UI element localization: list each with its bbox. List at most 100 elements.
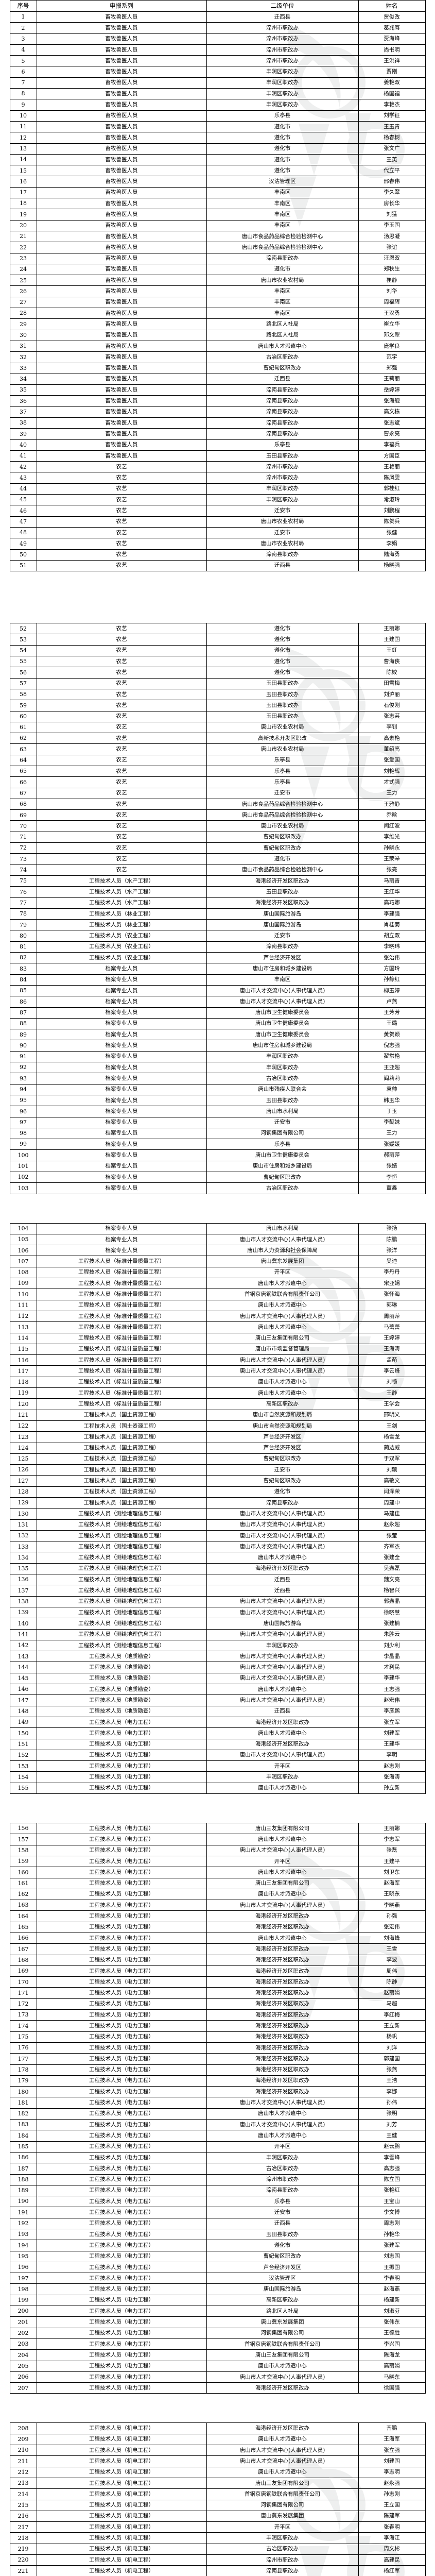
table-row[interactable]: 196 工程技术人员（电力工程） 芦台经济开发区 王振国 — [9, 2261, 426, 2274]
table-row[interactable]: 188 工程技术人员（电力工程） 滦州市职改办 陈立国 — [9, 2174, 426, 2185]
table-row[interactable]: 66 农艺 乐亭县 才式强 — [9, 776, 426, 788]
table-row[interactable]: 58 农艺 玉田县职改办 刘沪丽 — [9, 688, 426, 701]
table-row[interactable]: 43 农艺 滦州市职改办 陈凤雯 — [9, 472, 426, 484]
table-row[interactable]: 74 农艺 唐山市食品药品综合检验检测中心 张亮 — [9, 864, 426, 876]
table-row[interactable]: 152 工程技术人员（电力工程） 唐山市人才交流中心(人事代理人员) 李明 — [9, 1749, 426, 1761]
table-row[interactable]: 161 工程技术人员（电力工程） 唐山三友集团有限公司 赵海军 — [9, 1877, 426, 1889]
table-row[interactable]: 2 畜牧兽医人员 滦州市职改办 葛兆骞 — [9, 22, 426, 34]
table-row[interactable]: 157 工程技术人员（电力工程） 唐山市人才派遣中心 李志军 — [9, 1834, 426, 1845]
table-row[interactable]: 88 档案专业人员 唐山市卫生健康委员会 王璐 — [9, 1018, 426, 1030]
table-row[interactable]: 173 工程技术人员（电力工程） 海港经济开发区职改办 李红梅 — [9, 2009, 426, 2021]
table-row[interactable]: 77 工程技术人员（水产工程） 海港经济开发区职改办 高巧娜 — [9, 897, 426, 909]
table-row[interactable]: 8 畜牧兽医人员 丰润区职改办 杨国福 — [9, 88, 426, 100]
table-row[interactable]: 134 工程技术人员（测绘地理信息工程） 唐山市人才派遣中心 张建全 — [9, 1552, 426, 1564]
table-row[interactable]: 136 工程技术人员（测绘地理信息工程） 迁西县 魏文亮 — [9, 1574, 426, 1586]
table-row[interactable]: 93 档案专业人员 古冶区职改办 阎莉莉 — [9, 1073, 426, 1084]
table-row[interactable]: 7 畜牧兽医人员 丰润区职改办 姜艳双 — [9, 77, 426, 89]
table-row[interactable]: 56 农艺 遵化市 陈姣 — [9, 667, 426, 679]
table-row[interactable]: 29 畜牧兽医人员 路北区人社局 崔立华 — [9, 318, 426, 330]
table-row[interactable]: 113 工程技术人员（标准计量质量工程） 唐山市人才派遣中心 马蕾蕾 — [9, 1321, 426, 1333]
table-row[interactable]: 185 工程技术人员（电力工程） 开平区 赵云鹏 — [9, 2141, 426, 2153]
table-row[interactable]: 89 档案专业人员 唐山市卫生健康委员会 黄贺颖 — [9, 1029, 426, 1041]
table-row[interactable]: 4 畜牧兽医人员 滦州市职改办 尚书明 — [9, 44, 426, 56]
table-row[interactable]: 129 工程技术人员（国土资源工程） 滦南县职改办 周建中 — [9, 1497, 426, 1509]
table-row[interactable]: 128 工程技术人员（国土资源工程） 遵化市 闫泽荣 — [9, 1486, 426, 1498]
table-row[interactable]: 209 工程技术人员（机电工程） 唐山市人才派遣中心 王海军 — [9, 2433, 426, 2446]
table-row[interactable]: 25 畜牧兽医人员 唐山市农业农村局 崔静 — [9, 275, 426, 286]
table-row[interactable]: 131 工程技术人员（测绘地理信息工程） 唐山市人才交流中心(人事代理人员) 赵永超 — [9, 1519, 426, 1531]
table-row[interactable]: 35 畜牧兽医人员 滦南县职改办 岳婷婷 — [9, 384, 426, 396]
table-row[interactable]: 149 工程技术人员（电力工程） 海港经济开发区职改办 张立军 — [9, 1716, 426, 1728]
table-row[interactable]: 15 畜牧兽医人员 遵化市 代立平 — [9, 165, 426, 177]
table-row[interactable]: 160 工程技术人员（电力工程） 唐山市人才派遣中心 刘卫东 — [9, 1867, 426, 1878]
table-row[interactable]: 47 农艺 唐山市农业农村局 陈贺兵 — [9, 516, 426, 528]
table-row[interactable]: 123 工程技术人员（国土资源工程） 芦台经济开发区 杨雪龙 — [9, 1431, 426, 1443]
table-row[interactable]: 147 工程技术人员（地质勘查） 唐山市人才交流中心(人事代理人员) 赵宏伟 — [9, 1694, 426, 1706]
table-row[interactable]: 169 工程技术人员（电力工程） 海港经济开发区职改办 周伟 — [9, 1965, 426, 1977]
table-row[interactable]: 140 工程技术人员（测绘地理信息工程） 唐山国际旅游岛 张建楠 — [9, 1618, 426, 1630]
table-row[interactable]: 187 工程技术人员（电力工程） 古冶区职改办 高志强 — [9, 2163, 426, 2175]
table-row[interactable]: 116 工程技术人员（标准计量质量工程） 唐山市人才交流中心(人事代理人员) 孟萌 — [9, 1354, 426, 1366]
table-row[interactable]: 199 工程技术人员（电力工程） 高新区职改办 杨建新 — [9, 2294, 426, 2307]
table-row[interactable]: 207 工程技术人员（电力工程） 海港经济开发区职改办 徐国强 — [9, 2382, 426, 2394]
table-row[interactable]: 208 工程技术人员（机电工程） 海港经济开发区职改办 齐鹏 — [9, 2422, 426, 2434]
table-row[interactable]: 217 工程技术人员（机电工程） 开平区 张春明 — [9, 2521, 426, 2533]
table-row[interactable]: 34 畜牧兽医人员 迁西县 王莉丽 — [9, 373, 426, 385]
table-row[interactable]: 154 工程技术人员（电力工程） 丰润区职改办 张海涛 — [9, 1771, 426, 1783]
table-row[interactable]: 211 工程技术人员（机电工程） 唐山市人才交流中心(人事代理人员) 刘建国 — [9, 2455, 426, 2467]
table-row[interactable]: 213 工程技术人员（机电工程） 唐山三友集团有限公司 赵永强 — [9, 2477, 426, 2489]
table-row[interactable]: 21 畜牧兽医人员 唐山市食品药品综合检验检测中心 汤思凝 — [9, 230, 426, 243]
table-row[interactable]: 12 畜牧兽医人员 遵化市 杨春树 — [9, 132, 426, 144]
table-row[interactable]: 6 畜牧兽医人员 丰润区职改办 贾刚 — [9, 66, 426, 78]
table-row[interactable]: 195 工程技术人员（电力工程） 曹妃甸区职改办 刘志国 — [9, 2250, 426, 2262]
table-row[interactable]: 112 工程技术人员（标准计量质量工程） 唐山市人才交流中心(人事代理人员) 周丽萍 — [9, 1310, 426, 1323]
table-row[interactable]: 132 工程技术人员（测绘地理信息工程） 唐山市人才交流中心(人事代理人员) 张莹 — [9, 1530, 426, 1542]
table-row[interactable]: 71 农艺 曹妃甸区职改办 李维光 — [9, 831, 426, 843]
table-row[interactable]: 180 工程技术人员（电力工程） 海港经济开发区职改办 李娜 — [9, 2086, 426, 2098]
table-row[interactable]: 72 农艺 曹妃甸区职改办 孙晓永 — [9, 842, 426, 854]
table-row[interactable]: 183 工程技术人员（电力工程） 唐山市人才交流中心(人事代理人员) 刘芳 — [9, 2119, 426, 2131]
table-row[interactable]: 22 畜牧兽医人员 唐山市食品药品综合检验检测中心 张谊 — [9, 242, 426, 253]
table-row[interactable]: 137 工程技术人员（测绘地理信息工程） 迁西县 杨智兴 — [9, 1585, 426, 1597]
table-row[interactable]: 32 畜牧兽医人员 古冶区职改办 范宇 — [9, 351, 426, 363]
table-row[interactable]: 120 工程技术人员（标准计量质量工程） 高新区职改办 王学会 — [9, 1398, 426, 1410]
table-row[interactable]: 125 工程技术人员（国土资源工程） 曹妃甸区职改办 于双军 — [9, 1453, 426, 1465]
table-row[interactable]: 83 档案专业人员 唐山市住房和城乡建设局 方国玲 — [9, 963, 426, 975]
table-row[interactable]: 73 农艺 遵化市 王荣举 — [9, 853, 426, 865]
table-row[interactable]: 49 农艺 唐山市农业农村局 李娟 — [9, 538, 426, 550]
table-row[interactable]: 65 农艺 乐亭县 刘艳辉 — [9, 765, 426, 777]
table-row[interactable]: 156 工程技术人员（电力工程） 唐山三友集团有限公司 王丽娜 — [9, 1823, 426, 1835]
table-row[interactable]: 171 工程技术人员（电力工程） 海港经济开发区职改办 赵丽娟 — [9, 1987, 426, 1999]
table-row[interactable]: 174 工程技术人员（电力工程） 海港经济开发区职改办 王立新 — [9, 2020, 426, 2032]
table-row[interactable]: 122 工程技术人员（国土资源工程） 唐山市自然资源和规划局 王剑 — [9, 1420, 426, 1432]
table-row[interactable]: 145 工程技术人员（地质勘查） 唐山市人才交流中心(人事代理人员) 李建华 — [9, 1672, 426, 1685]
table-row[interactable]: 30 畜牧兽医人员 路北区人社局 邓文翠 — [9, 329, 426, 341]
table-row[interactable]: 96 档案专业人员 唐山市水利局 丁玉 — [9, 1106, 426, 1117]
table-row[interactable]: 24 畜牧兽医人员 遵化市 郑秋生 — [9, 263, 426, 276]
table-row[interactable]: 158 工程技术人员（电力工程） 唐山市人才交流中心(人事代理人员) 张磊 — [9, 1844, 426, 1856]
table-row[interactable]: 177 工程技术人员（电力工程） 海港经济开发区职改办 郭建国 — [9, 2053, 426, 2065]
table-row[interactable]: 126 工程技术人员（国土资源工程） 迁安市 刘颍 — [9, 1464, 426, 1476]
table-row[interactable]: 220 工程技术人员（机电工程） 滦州市职改办 高建民 — [9, 2554, 426, 2566]
table-row[interactable]: 135 工程技术人员（测绘地理信息工程） 海港经济开发区职改办 吴鑫磊 — [9, 1563, 426, 1575]
table-row[interactable]: 144 工程技术人员（地质勘查） 唐山市人才交流中心(人事代理人员) 才利民 — [9, 1662, 426, 1673]
table-row[interactable]: 55 农艺 遵化市 曹海侠 — [9, 656, 426, 668]
table-row[interactable]: 206 工程技术人员（电力工程） 唐山市人才交流中心(人事代理人员) 马晓东 — [9, 2371, 426, 2383]
table-row[interactable]: 203 工程技术人员（电力工程） 首钢京唐钢铁联合有限责任公司 李兴国 — [9, 2338, 426, 2350]
table-row[interactable]: 178 工程技术人员（电力工程） 海港经济开发区职改办 张燕 — [9, 2064, 426, 2076]
table-row[interactable]: 202 工程技术人员（电力工程） 河钢集团有限公司 王德胜 — [9, 2327, 426, 2339]
table-row[interactable]: 139 工程技术人员（测绘地理信息工程） 唐山市人才交流中心(人事代理人员) 徐晓慧 — [9, 1606, 426, 1619]
table-row[interactable]: 138 工程技术人员（测绘地理信息工程） 唐山市人才交流中心(人事代理人员) 郭鑫晶 — [9, 1596, 426, 1607]
table-row[interactable]: 82 工程技术人员（农业工程） 芦台经济开发区 张治伟 — [9, 952, 426, 964]
table-row[interactable]: 159 工程技术人员（电力工程） 开平区 王建平 — [9, 1855, 426, 1868]
table-row[interactable]: 45 农艺 丰润区职改办 常淑玲 — [9, 494, 426, 506]
table-row[interactable]: 39 畜牧兽医人员 滦南县职改办 曹永亮 — [9, 428, 426, 440]
table-row[interactable]: 181 工程技术人员（电力工程） 唐山市人才交流中心(人事代理人员) 孙伟 — [9, 2097, 426, 2109]
table-row[interactable]: 198 工程技术人员（电力工程） 唐山国际旅游岛 赵海燕 — [9, 2283, 426, 2295]
table-row[interactable]: 16 畜牧兽医人员 汉沽管理区 邢春伟 — [9, 176, 426, 188]
table-row[interactable]: 98 档案专业人员 河钢集团有限公司 王力 — [9, 1127, 426, 1140]
table-row[interactable]: 186 工程技术人员（电力工程） 丰润区职改办 李雪峰 — [9, 2151, 426, 2164]
table-row[interactable]: 142 工程技术人员（测绘地理信息工程） 丰润区职改办 刘少利 — [9, 1639, 426, 1652]
table-row[interactable]: 210 工程技术人员（机电工程） 唐山市人才交流中心(人事代理人员) 张立强 — [9, 2445, 426, 2456]
table-row[interactable]: 87 档案专业人员 唐山市卫生健康委员会 王芳芳 — [9, 1007, 426, 1019]
